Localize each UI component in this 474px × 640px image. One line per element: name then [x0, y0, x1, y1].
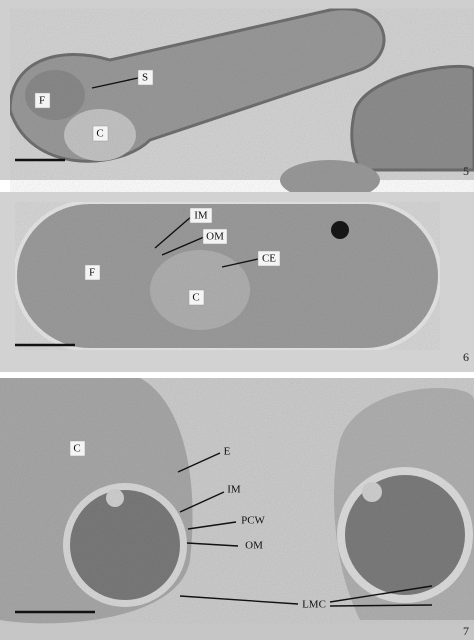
- label-box: [189, 207, 213, 224]
- micrograph: [0, 378, 474, 624]
- label: LMC: [302, 599, 326, 611]
- panel-6: IM OM CE F C 6: [0, 192, 474, 372]
- label: CE: [262, 253, 276, 265]
- leader-line: [221, 258, 259, 268]
- label-box: [92, 125, 109, 142]
- label: OM: [206, 231, 224, 243]
- label-box: [257, 250, 281, 267]
- panel-number: 5: [463, 164, 469, 178]
- leader-line: [91, 77, 139, 89]
- leader-line: [154, 215, 193, 249]
- panel-number: 6: [463, 350, 469, 364]
- leader-line: [329, 604, 433, 607]
- panel-number: 7: [463, 624, 469, 638]
- label: IM: [194, 210, 208, 222]
- label: F: [39, 95, 45, 107]
- leader-line: [329, 585, 433, 603]
- label: IM: [227, 484, 241, 496]
- label-box: [69, 440, 86, 457]
- panel-7: C E IM PCW OM LMC 7: [0, 378, 474, 640]
- leader-line: [177, 452, 221, 473]
- label: F: [89, 267, 95, 279]
- micrograph: [13, 200, 442, 352]
- leader-line: [179, 491, 225, 513]
- label: E: [224, 446, 231, 458]
- panel-5: S F C 5: [0, 0, 474, 200]
- label: OM: [245, 540, 263, 552]
- leader-line: [187, 521, 237, 530]
- label: C: [192, 292, 199, 304]
- label-box: [202, 228, 228, 245]
- leader-line: [186, 542, 239, 547]
- label: C: [73, 443, 80, 455]
- label-box: [34, 92, 51, 109]
- label-box: [84, 264, 101, 281]
- leader-line: [179, 595, 299, 605]
- leader-line: [161, 236, 205, 256]
- label-box: [137, 69, 154, 86]
- label: C: [96, 128, 103, 140]
- label-box: [188, 289, 205, 306]
- label: S: [142, 72, 148, 84]
- label: PCW: [241, 515, 265, 527]
